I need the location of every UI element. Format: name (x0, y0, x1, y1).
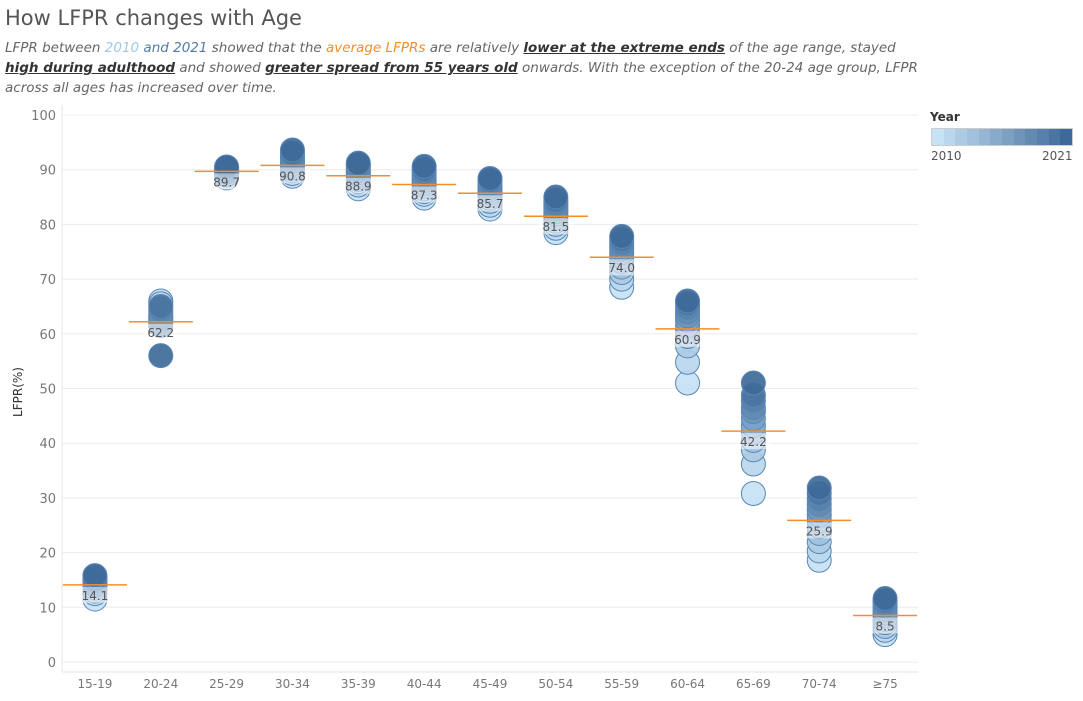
legend-swatch-2017 (1013, 129, 1026, 145)
x-tick-label: 35-39 (341, 677, 376, 691)
subtitle-part: showed that the (207, 40, 326, 56)
average-label: 60.9 (674, 333, 701, 347)
average-label-bg (341, 177, 376, 194)
legend-max-label: 2021 (1042, 149, 1073, 163)
y-tick-label: 10 (39, 601, 56, 616)
legend-swatch-2012 (955, 129, 968, 145)
chart-title: How LFPR changes with Age (5, 6, 302, 30)
y-tick-label: 80 (39, 218, 56, 233)
subtitle-year-2010: 2010 (104, 40, 140, 56)
average-label: 88.9 (345, 180, 372, 194)
x-tick-label: 60-64 (670, 677, 705, 691)
data-point-2021 (345, 150, 371, 176)
y-tick-label: 90 (39, 164, 56, 179)
data-point-2020 (148, 293, 174, 319)
subtitle-emphasis-spread: greater spread from 55 years old (265, 60, 518, 76)
data-point-2010 (740, 481, 766, 507)
subtitle-part: and showed (175, 60, 266, 76)
average-label-bg (538, 218, 573, 235)
average-label: 62.2 (147, 326, 174, 340)
x-tick-label: ≥75 (872, 677, 897, 691)
data-point-2021 (543, 184, 569, 210)
x-tick-label: 25-29 (209, 677, 244, 691)
x-tick-label: 50-54 (538, 677, 573, 691)
average-label-bg (407, 186, 442, 203)
x-tick-label: 40-44 (407, 677, 442, 691)
y-tick-label: 20 (39, 547, 56, 562)
legend-swatch-2013 (967, 129, 979, 145)
legend-swatch-2021 (1060, 129, 1073, 145)
subtitle-average-lfprs: average LFPRs (326, 40, 426, 56)
legend-swatch-2010 (932, 129, 944, 145)
average-label: 89.7 (213, 175, 240, 189)
average-label-bg (604, 259, 639, 276)
y-tick-label: 50 (39, 383, 56, 398)
average-label-bg (275, 167, 310, 184)
legend-swatch-2015 (990, 129, 1003, 145)
y-tick-label: 40 (39, 437, 56, 452)
y-tick-label: 0 (48, 656, 56, 671)
data-point-2021 (609, 223, 635, 249)
x-tick-label: 65-69 (736, 677, 771, 691)
average-label: 25.9 (806, 524, 833, 538)
data-point-2021 (806, 475, 832, 501)
legend-min-label: 2010 (931, 149, 962, 163)
average-label-bg (77, 586, 112, 603)
subtitle-year-2021: 2021 (173, 40, 208, 56)
data-point-2021 (82, 563, 108, 589)
average-label-bg (143, 323, 178, 340)
x-tick-label: 55-59 (604, 677, 639, 691)
average-label-bg (209, 173, 244, 190)
average-label-bg (670, 330, 705, 347)
average-label: 87.3 (411, 188, 438, 202)
x-tick-label: 70-74 (802, 677, 837, 691)
data-point-2021 (675, 288, 701, 314)
y-tick-label: 30 (39, 492, 56, 507)
data-point-2021 (477, 165, 503, 191)
legend-swatch-2011 (943, 129, 956, 145)
x-tick-label: 20-24 (143, 677, 178, 691)
x-tick-label: 45-49 (473, 677, 508, 691)
legend-swatch-2019 (1037, 129, 1049, 145)
y-tick-label: 70 (39, 273, 56, 288)
y-tick-label: 60 (39, 328, 56, 343)
subtitle-emphasis-adulthood: high during adulthood (5, 60, 176, 76)
average-label: 8.5 (876, 620, 895, 634)
subtitle-part: onwards. With the exception of the 20-24… (5, 60, 918, 96)
subtitle-part: LFPR between (5, 40, 105, 56)
data-point-2021 (872, 586, 898, 612)
legend-swatch-2018 (1025, 129, 1038, 145)
average-label-bg (868, 617, 903, 634)
x-tick-label: 30-34 (275, 677, 310, 691)
data-point-2021 (411, 153, 437, 179)
chart-subtitle: LFPR between 2010 and 2021 showed that t… (5, 38, 920, 98)
subtitle-and: and (139, 40, 174, 56)
average-label: 81.5 (542, 220, 569, 234)
average-label: 85.7 (477, 197, 504, 211)
x-tick-label: 15-19 (77, 677, 112, 691)
average-label-bg (736, 433, 771, 450)
subtitle-part: are relatively (425, 40, 524, 56)
subtitle-part: of the age range, stayed (724, 40, 896, 56)
data-point-2021 (148, 343, 174, 369)
average-label: 90.8 (279, 169, 306, 183)
average-label-bg (473, 195, 507, 212)
average-label-bg (802, 522, 837, 539)
y-axis-label: LFPR(%) (11, 367, 25, 417)
subtitle-emphasis-extreme-ends: lower at the extreme ends (523, 40, 725, 56)
legend-color-ramp[interactable] (931, 128, 1073, 146)
y-tick-label: 100 (31, 109, 56, 124)
data-point-2021 (740, 370, 766, 396)
legend-title: Year (930, 110, 960, 124)
data-point-2021 (279, 137, 305, 163)
legend-swatch-2016 (1002, 129, 1014, 145)
average-label: 42.2 (740, 435, 767, 449)
legend-swatch-2020 (1048, 129, 1061, 145)
average-label: 74.0 (608, 261, 635, 275)
average-label: 14.1 (82, 589, 109, 603)
legend-swatch-2014 (978, 129, 991, 145)
